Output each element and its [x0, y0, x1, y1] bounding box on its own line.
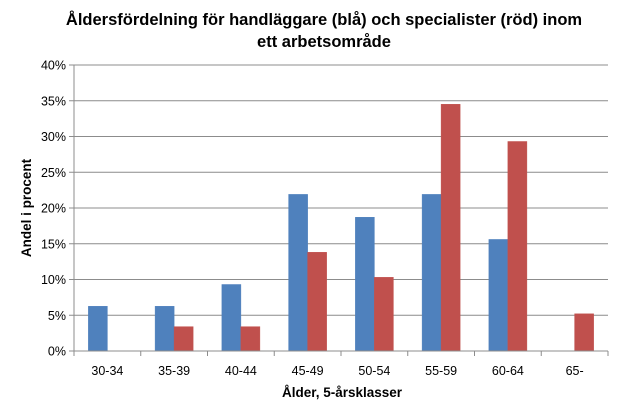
- x-tick-label: 40-44: [225, 364, 257, 378]
- y-tick-label: 20%: [41, 202, 66, 216]
- y-axis-title: Andel i procent: [19, 158, 34, 257]
- gridlines: [69, 64, 608, 352]
- y-tick-label: 30%: [41, 130, 66, 144]
- bar-blue: [221, 284, 242, 352]
- x-tick-label: 35-39: [158, 364, 190, 378]
- bar-blue: [488, 239, 509, 352]
- y-tick-label: 15%: [41, 237, 66, 251]
- x-tick-label: 45-49: [292, 364, 324, 378]
- y-tick-label: 0%: [48, 345, 66, 359]
- chart-title-line-2: ett arbetsområde: [257, 33, 391, 51]
- y-tick-label: 5%: [48, 309, 66, 323]
- x-tick-label: 60-64: [492, 364, 524, 378]
- bar-red: [240, 326, 261, 352]
- bar-red: [307, 252, 327, 352]
- y-tick-labels: 0% 5% 10% 15% 20% 25% 30% 35% 40%: [41, 59, 66, 359]
- bar-blue: [355, 217, 375, 352]
- bars: [88, 104, 594, 352]
- bar-red: [440, 104, 461, 352]
- axes: [73, 65, 609, 356]
- bar-blue: [88, 306, 108, 352]
- x-tick-label: 50-54: [358, 364, 390, 378]
- bar-blue: [154, 306, 175, 352]
- y-tick-label: 35%: [41, 94, 66, 108]
- bar-blue: [421, 194, 442, 352]
- bar-red: [507, 141, 528, 352]
- chart-title-line-1: Åldersfördelning för handläggare (blå) o…: [66, 10, 582, 29]
- x-tick-label: 30-34: [91, 364, 123, 378]
- bar-red: [374, 277, 394, 352]
- y-tick-label: 25%: [41, 166, 66, 180]
- bar-blue: [288, 194, 308, 352]
- x-axis-title: Ålder, 5-årsklasser: [282, 385, 403, 400]
- x-tick-labels: 30-34 35-39 40-44 45-49 50-54 55-59 60-64 65-: [91, 364, 583, 378]
- bar-red: [173, 326, 194, 352]
- y-tick-label: 10%: [41, 273, 66, 287]
- y-tick-label: 40%: [41, 59, 66, 73]
- x-tick-label: 55-59: [425, 364, 457, 378]
- x-tick-label: 65-: [566, 364, 584, 378]
- bar-red: [574, 313, 594, 352]
